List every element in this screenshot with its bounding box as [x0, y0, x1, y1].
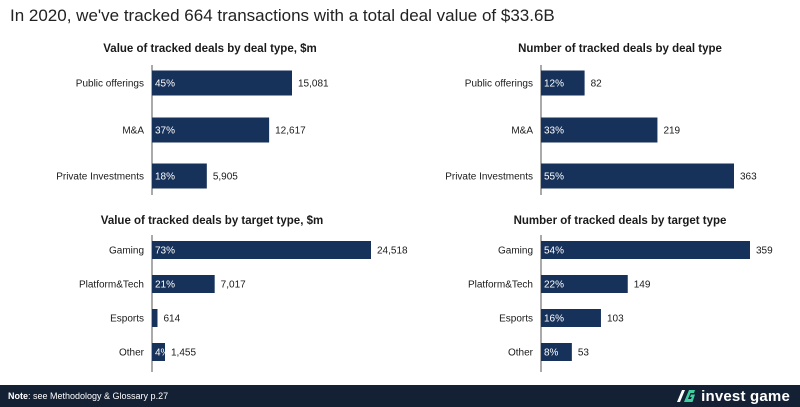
bar	[152, 163, 207, 189]
footer-note: Note: see Methodology & Glossary p.27	[8, 391, 168, 401]
bar	[541, 70, 585, 96]
value-label: 219	[663, 126, 680, 137]
share-label: 16%	[544, 314, 564, 325]
bar	[541, 163, 734, 189]
chart-title-count-by-deal-type: Number of tracked deals by deal type	[518, 43, 722, 55]
share-label: 4%	[155, 348, 170, 359]
bar	[541, 343, 572, 361]
category-label: Private Investments	[445, 172, 533, 183]
bar	[541, 241, 750, 259]
bar	[541, 117, 658, 143]
category-label: Platform&Tech	[468, 280, 533, 291]
value-label: 359	[756, 246, 773, 257]
footer-note-text: : see Methodology & Glossary p.27	[28, 391, 169, 401]
page-headline: In 2020, we've tracked 664 transactions …	[10, 6, 555, 25]
share-label: 55%	[544, 172, 564, 183]
share-label: 21%	[155, 280, 175, 291]
value-label: 24,518	[377, 246, 408, 257]
chart-value-by-deal-type: Public offerings 45% 15,081 M&A 37% 12,617 Pri…	[56, 65, 329, 195]
chart-title-value-by-deal-type: Value of tracked deals by deal type, $m	[103, 43, 317, 55]
value-label: 7,017	[221, 280, 246, 291]
category-label: Esports	[110, 314, 144, 325]
share-label: 12%	[544, 79, 564, 90]
category-label: Gaming	[498, 246, 533, 257]
category-label: Other	[508, 348, 534, 359]
brand-logo: invest game	[674, 386, 790, 406]
bar	[152, 275, 215, 293]
bar	[152, 70, 292, 96]
chart-title-value-by-target-type: Value of tracked deals by target type, $…	[100, 215, 324, 227]
brand-name: invest game	[701, 387, 790, 405]
category-label: M&A	[511, 126, 533, 137]
value-label: 1,455	[171, 348, 196, 359]
bar	[541, 275, 628, 293]
chart-count-by-deal-type: Public offerings 12% 82 M&A 33% 219 Private In…	[445, 65, 757, 195]
footer-note-label: Note	[8, 391, 28, 401]
chart-count-by-target-type: Gaming 54% 359 Platform&Tech 22% 149 Esports 16…	[468, 235, 773, 372]
value-label: 15,081	[298, 79, 329, 90]
bar	[152, 309, 158, 327]
value-label: 5,905	[213, 172, 238, 183]
category-label: Esports	[499, 314, 533, 325]
bar	[541, 309, 601, 327]
share-label: 73%	[155, 246, 175, 257]
share-label: 37%	[155, 126, 175, 137]
chart-title-count-by-target-type: Number of tracked deals by target type	[513, 215, 727, 227]
value-label: 82	[591, 79, 603, 90]
value-label: 103	[607, 314, 624, 325]
chart-value-by-target-type: Gaming 73% 24,518 Platform&Tech 21% 7,017 Espo…	[79, 235, 408, 372]
share-label: 33%	[544, 126, 564, 137]
category-label: Public offerings	[76, 79, 144, 90]
category-label: M&A	[122, 126, 144, 137]
category-label: Other	[119, 348, 145, 359]
category-label: Public offerings	[465, 79, 533, 90]
value-label: 53	[578, 348, 590, 359]
value-label: 614	[163, 314, 180, 325]
share-label: 8%	[544, 348, 559, 359]
value-label: 363	[740, 172, 757, 183]
footer-bar: Note: see Methodology & Glossary p.27 in…	[0, 385, 800, 407]
category-label: Private Investments	[56, 172, 144, 183]
bar	[152, 241, 371, 259]
bar	[152, 117, 270, 143]
bar	[152, 343, 165, 361]
value-label: 12,617	[275, 126, 306, 137]
category-label: Gaming	[109, 246, 144, 257]
share-label: 54%	[544, 246, 564, 257]
value-label: 149	[634, 280, 651, 291]
category-label: Platform&Tech	[79, 280, 144, 291]
share-label: 18%	[155, 172, 175, 183]
invest-game-logo-icon	[677, 390, 696, 402]
share-label: 45%	[155, 79, 175, 90]
share-label: 22%	[544, 280, 564, 291]
